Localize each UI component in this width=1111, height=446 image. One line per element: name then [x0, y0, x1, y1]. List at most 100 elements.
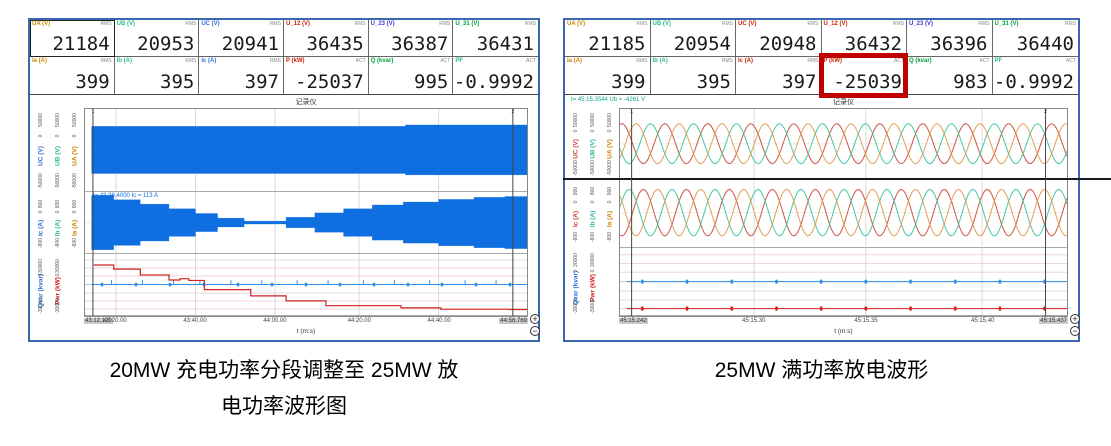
readout-cell[interactable]: Q (kvar) ACT 983: [907, 57, 993, 94]
axis-column: 30000 0 Pwr (kW) -30000: [584, 248, 601, 317]
axis-tick-max: 30000: [589, 253, 596, 267]
axis-tick-zero: 0: [589, 200, 596, 204]
band-waveform-svg: [85, 192, 527, 253]
measure-mode-tag: RMS: [439, 21, 451, 27]
readout-cell[interactable]: UA (V) RMS 21185: [565, 20, 651, 57]
channel-label: UA (V): [32, 21, 51, 27]
readout-cell[interactable]: PF ACT -0.9992: [453, 57, 538, 94]
cursor-handle[interactable]: 2: [511, 109, 515, 115]
caption-line: 20MW 充电功率分段调整至 25MW 放: [109, 359, 459, 382]
axis-tick-min: -50000: [589, 160, 596, 176]
axis-channel-label: UB (V): [589, 139, 596, 160]
readout-cell[interactable]: U_31 (V) RMS 36431: [453, 20, 538, 57]
channel-label: Ib (A): [116, 58, 132, 64]
readout-cell[interactable]: U_12 (V) RMS 36432: [821, 20, 907, 57]
plot-band: t= 43:36.4000 Ic = 113 A: [85, 192, 527, 254]
readout-cell[interactable]: P (kW) ACT -25037: [283, 57, 369, 94]
measure-mode-tag: RMS: [807, 58, 819, 64]
channel-label: Ib (A): [652, 58, 668, 64]
cursor-handle[interactable]: 2: [1044, 109, 1047, 115]
channel-label: U_31 (V): [994, 21, 1019, 27]
readout-cell[interactable]: UC (V) RMS 20948: [736, 20, 822, 57]
measure-mode-tag: RMS: [978, 21, 990, 27]
axis-group: 50000 0 UC (V) -50000 50000 0 UB (V) -50000 5000…: [32, 108, 84, 192]
cursor-readout-annotation: t= 43:36.4000 Ic = 113 A: [93, 192, 158, 199]
measure-value: 20941: [221, 33, 279, 55]
readout-cell[interactable]: Ic (A) RMS 397: [736, 57, 822, 94]
channel-label: U_23 (V): [370, 21, 395, 27]
channel-label: PF: [455, 58, 463, 64]
axis-column: 30000 0 Qvar (kvar) -30000: [567, 248, 584, 317]
axis-tick-min: -50000: [37, 172, 44, 189]
cursor-handle[interactable]: 1: [630, 109, 633, 115]
readout-cell[interactable]: Ib (A) RMS 395: [114, 57, 200, 94]
readout-cell[interactable]: UC (V) RMS 20941: [199, 20, 284, 57]
axis-column: 800 0 Ic (A) -800: [32, 192, 49, 255]
measure-mode-tag: RMS: [524, 21, 536, 27]
axis-tick-min: -800: [606, 232, 613, 243]
axis-group: 30000 0 Qvar (kvar) -30000 30000 0 Pwr (kW) -30…: [32, 254, 84, 317]
axis-tick-zero: 0: [37, 134, 44, 137]
readout-cell[interactable]: UA (V) RMS 21184: [30, 20, 115, 57]
x-axis-end-label: 44:56.769: [499, 318, 528, 324]
readout-cell[interactable]: PF ACT -0.9992: [992, 57, 1078, 94]
measure-mode-tag: RMS: [269, 21, 281, 27]
channel-label: UB (V): [116, 21, 135, 27]
waveform-chart[interactable]: 记录仪 t= 45:15.3544 Ub = -4261 V 50000 0 UC (V…: [565, 95, 1080, 340]
x-axis-title: t (m:s): [296, 328, 316, 335]
plot-area[interactable]: t= 43:36.4000 Ic = 113 A 1 2: [84, 108, 528, 317]
zoom-out-button[interactable]: −: [1070, 326, 1080, 336]
x-axis-tick-label: 45:15.30: [742, 318, 766, 324]
channel-label: U_31 (V): [455, 21, 480, 27]
axis-tick-min: -800: [572, 232, 579, 243]
chart-title: 记录仪: [833, 99, 854, 106]
band-waveform-svg: [620, 248, 1067, 315]
x-axis-tick-label: 44:00.00: [263, 318, 287, 324]
chart-title-row: 记录仪 t= 45:15.3544 Ub = -4261 V: [571, 97, 1068, 108]
measure-mode-tag: RMS: [892, 21, 904, 27]
readout-cell[interactable]: U_12 (V) RMS 36435: [283, 20, 369, 57]
zoom-in-button[interactable]: +: [1070, 314, 1080, 324]
readout-cell[interactable]: U_31 (V) RMS 36440: [992, 20, 1078, 57]
waveform-chart[interactable]: 记录仪 50000 0 UC (V) -50000 50000 0 UB (V) -50000 5…: [30, 95, 540, 340]
zoom-controls: + −: [530, 314, 540, 336]
axis-column: 800 0 Ia (A) -800: [601, 179, 618, 248]
readout-cell[interactable]: Ib (A) RMS 395: [650, 57, 736, 94]
axis-tick-max: 50000: [589, 113, 596, 127]
readout-cell[interactable]: Ic (A) RMS 397: [199, 57, 284, 94]
readout-cell[interactable]: Q (kvar) ACT 995: [368, 57, 454, 94]
axis-tick-zero: 0: [572, 130, 579, 133]
measure-mode-tag: RMS: [721, 21, 733, 27]
readout-cell[interactable]: U_23 (V) RMS 36396: [907, 20, 993, 57]
readout-cell[interactable]: Ia (A) RMS 399: [565, 57, 651, 94]
cursor-handle[interactable]: 1: [91, 109, 95, 115]
axis-tick-min: -50000: [572, 160, 579, 176]
axis-group: 800 0 Ic (A) -800 800 0 Ib (A) -800 800 0 Ia (A) -8…: [32, 192, 84, 255]
measure-mode-tag: RMS: [100, 21, 112, 27]
axis-tick-max: 800: [572, 186, 579, 196]
axis-channel-label: UA (V): [71, 146, 78, 167]
channel-label: Ic (A): [201, 58, 217, 64]
band-waveform-svg: [620, 179, 1067, 246]
readout-cell[interactable]: UB (V) RMS 20953: [114, 20, 200, 57]
measure-value: 21184: [52, 33, 110, 55]
axis-tick-min: -800: [589, 232, 596, 243]
axis-tick-zero: 0: [606, 200, 613, 204]
axis-tick-min: -30000: [589, 298, 596, 314]
zoom-out-button[interactable]: −: [530, 326, 540, 336]
channel-label: UA (V): [567, 21, 586, 27]
axis-tick-min: -800: [37, 238, 44, 249]
readout-cell[interactable]: Ia (A) RMS 399: [30, 57, 115, 94]
axis-channel-label: UA (V): [606, 139, 613, 160]
readout-cell[interactable]: P (kW) ACT -25039: [818, 53, 908, 98]
axis-channel-label: Ia (A): [71, 219, 78, 237]
zoom-in-button[interactable]: +: [530, 314, 540, 324]
readout-cell[interactable]: U_23 (V) RMS 36387: [368, 20, 454, 57]
band-waveform-svg: [85, 254, 527, 315]
axis-tick-min: -50000: [54, 172, 61, 189]
readout-cell[interactable]: UB (V) RMS 20954: [650, 20, 736, 57]
measure-value: 395: [696, 71, 731, 93]
left-measurement-panel: UA (V) RMS 21184 UB (V) RMS 20953 UC (V) RMS 209…: [28, 18, 540, 342]
measure-value: 399: [75, 71, 110, 93]
